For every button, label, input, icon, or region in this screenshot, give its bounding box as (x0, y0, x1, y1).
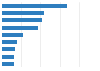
Bar (2, 33, 23, 37)
Bar (2, 26, 38, 30)
Bar (2, 40, 17, 44)
Bar (2, 18, 42, 22)
Bar (2, 55, 14, 59)
Bar (2, 47, 15, 51)
Bar (2, 62, 14, 66)
Bar (2, 4, 67, 8)
Bar (2, 11, 44, 15)
